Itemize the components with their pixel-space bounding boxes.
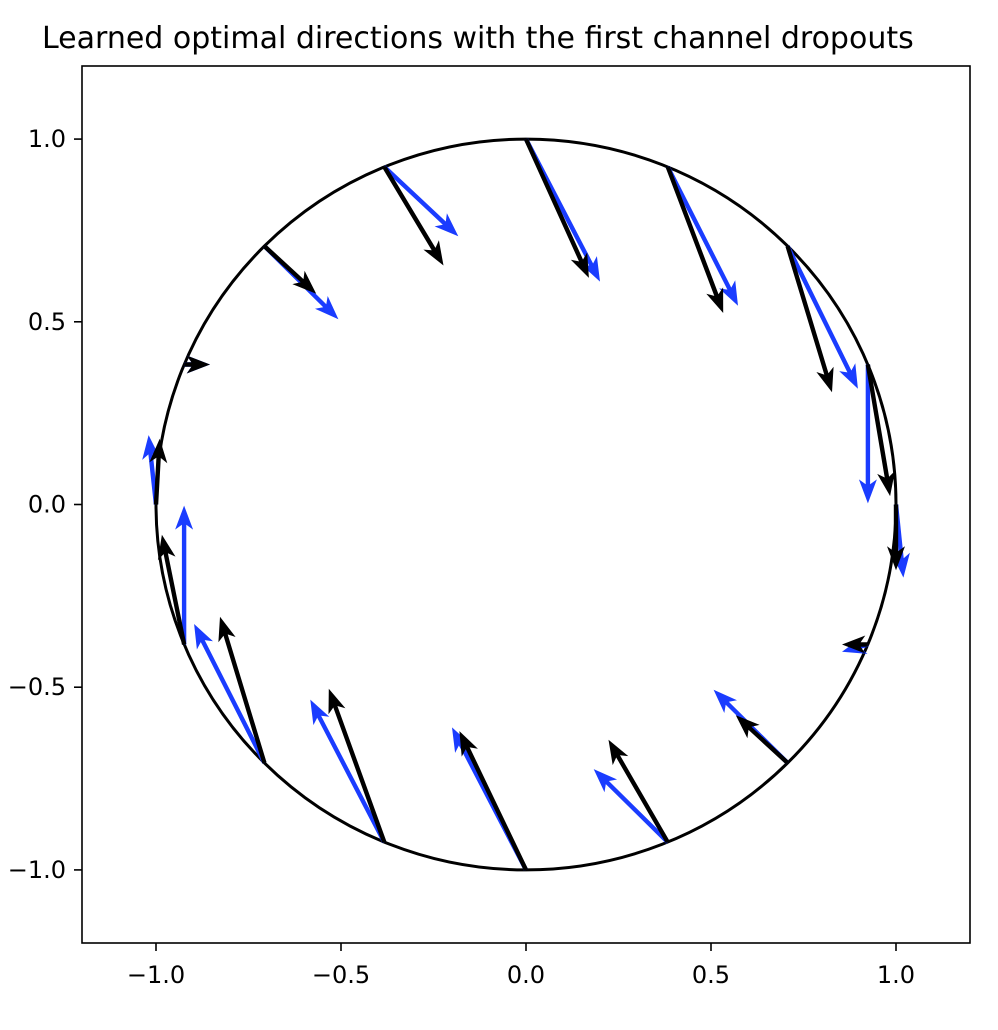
arrow-series1-15 <box>842 635 868 654</box>
y-tick-label: 1.0 <box>28 125 66 153</box>
chart-title: Learned optimal directions with the firs… <box>42 21 914 56</box>
y-tick-label: 0.0 <box>28 491 66 519</box>
y-tick-label: 0.5 <box>28 308 66 336</box>
arrow-series0-9 <box>175 505 194 645</box>
arrow-series1-10 <box>218 616 267 764</box>
arrow-series0-11 <box>310 699 387 844</box>
arrow-series0-2 <box>785 245 858 389</box>
arrow-series1-2 <box>785 245 834 393</box>
arrow-series0-13 <box>593 769 670 844</box>
arrow-series0-10 <box>194 624 267 764</box>
arrow-series1-3 <box>665 166 724 313</box>
y-tick-label: −1.0 <box>8 856 66 884</box>
arrow-series1-13 <box>608 739 670 844</box>
y-tick-label: −0.5 <box>8 673 66 701</box>
arrow-series1-9 <box>157 534 187 645</box>
x-tick-label: 0.0 <box>507 961 545 989</box>
arrow-series1-4 <box>524 138 589 278</box>
x-tick-label: −1.0 <box>127 961 185 989</box>
x-tick-label: 0.5 <box>692 961 730 989</box>
arrow-series1-12 <box>459 731 528 871</box>
x-tick-label: −0.5 <box>312 961 370 989</box>
arrow-series1-1 <box>865 364 895 497</box>
axes-frame <box>81 65 971 944</box>
x-tick-label: 1.0 <box>877 961 915 989</box>
arrow-series1-5 <box>382 165 444 266</box>
arrow-series1-7 <box>184 355 210 374</box>
arrow-series1-6 <box>262 244 317 294</box>
plot-area: −1.0 −0.5 0.0 0.5 1.0 −1.0 −0.5 0.0 0.5 1.0 <box>8 65 971 989</box>
arrow-series1-14 <box>735 715 790 765</box>
arrow-series1-8 <box>149 438 168 505</box>
arrow-series0-5 <box>382 165 459 237</box>
arrow-series1-0 <box>887 504 905 571</box>
arrow-series1-11 <box>328 688 387 843</box>
arrow-series0-3 <box>665 165 738 306</box>
arrow-series0-1 <box>858 364 877 504</box>
